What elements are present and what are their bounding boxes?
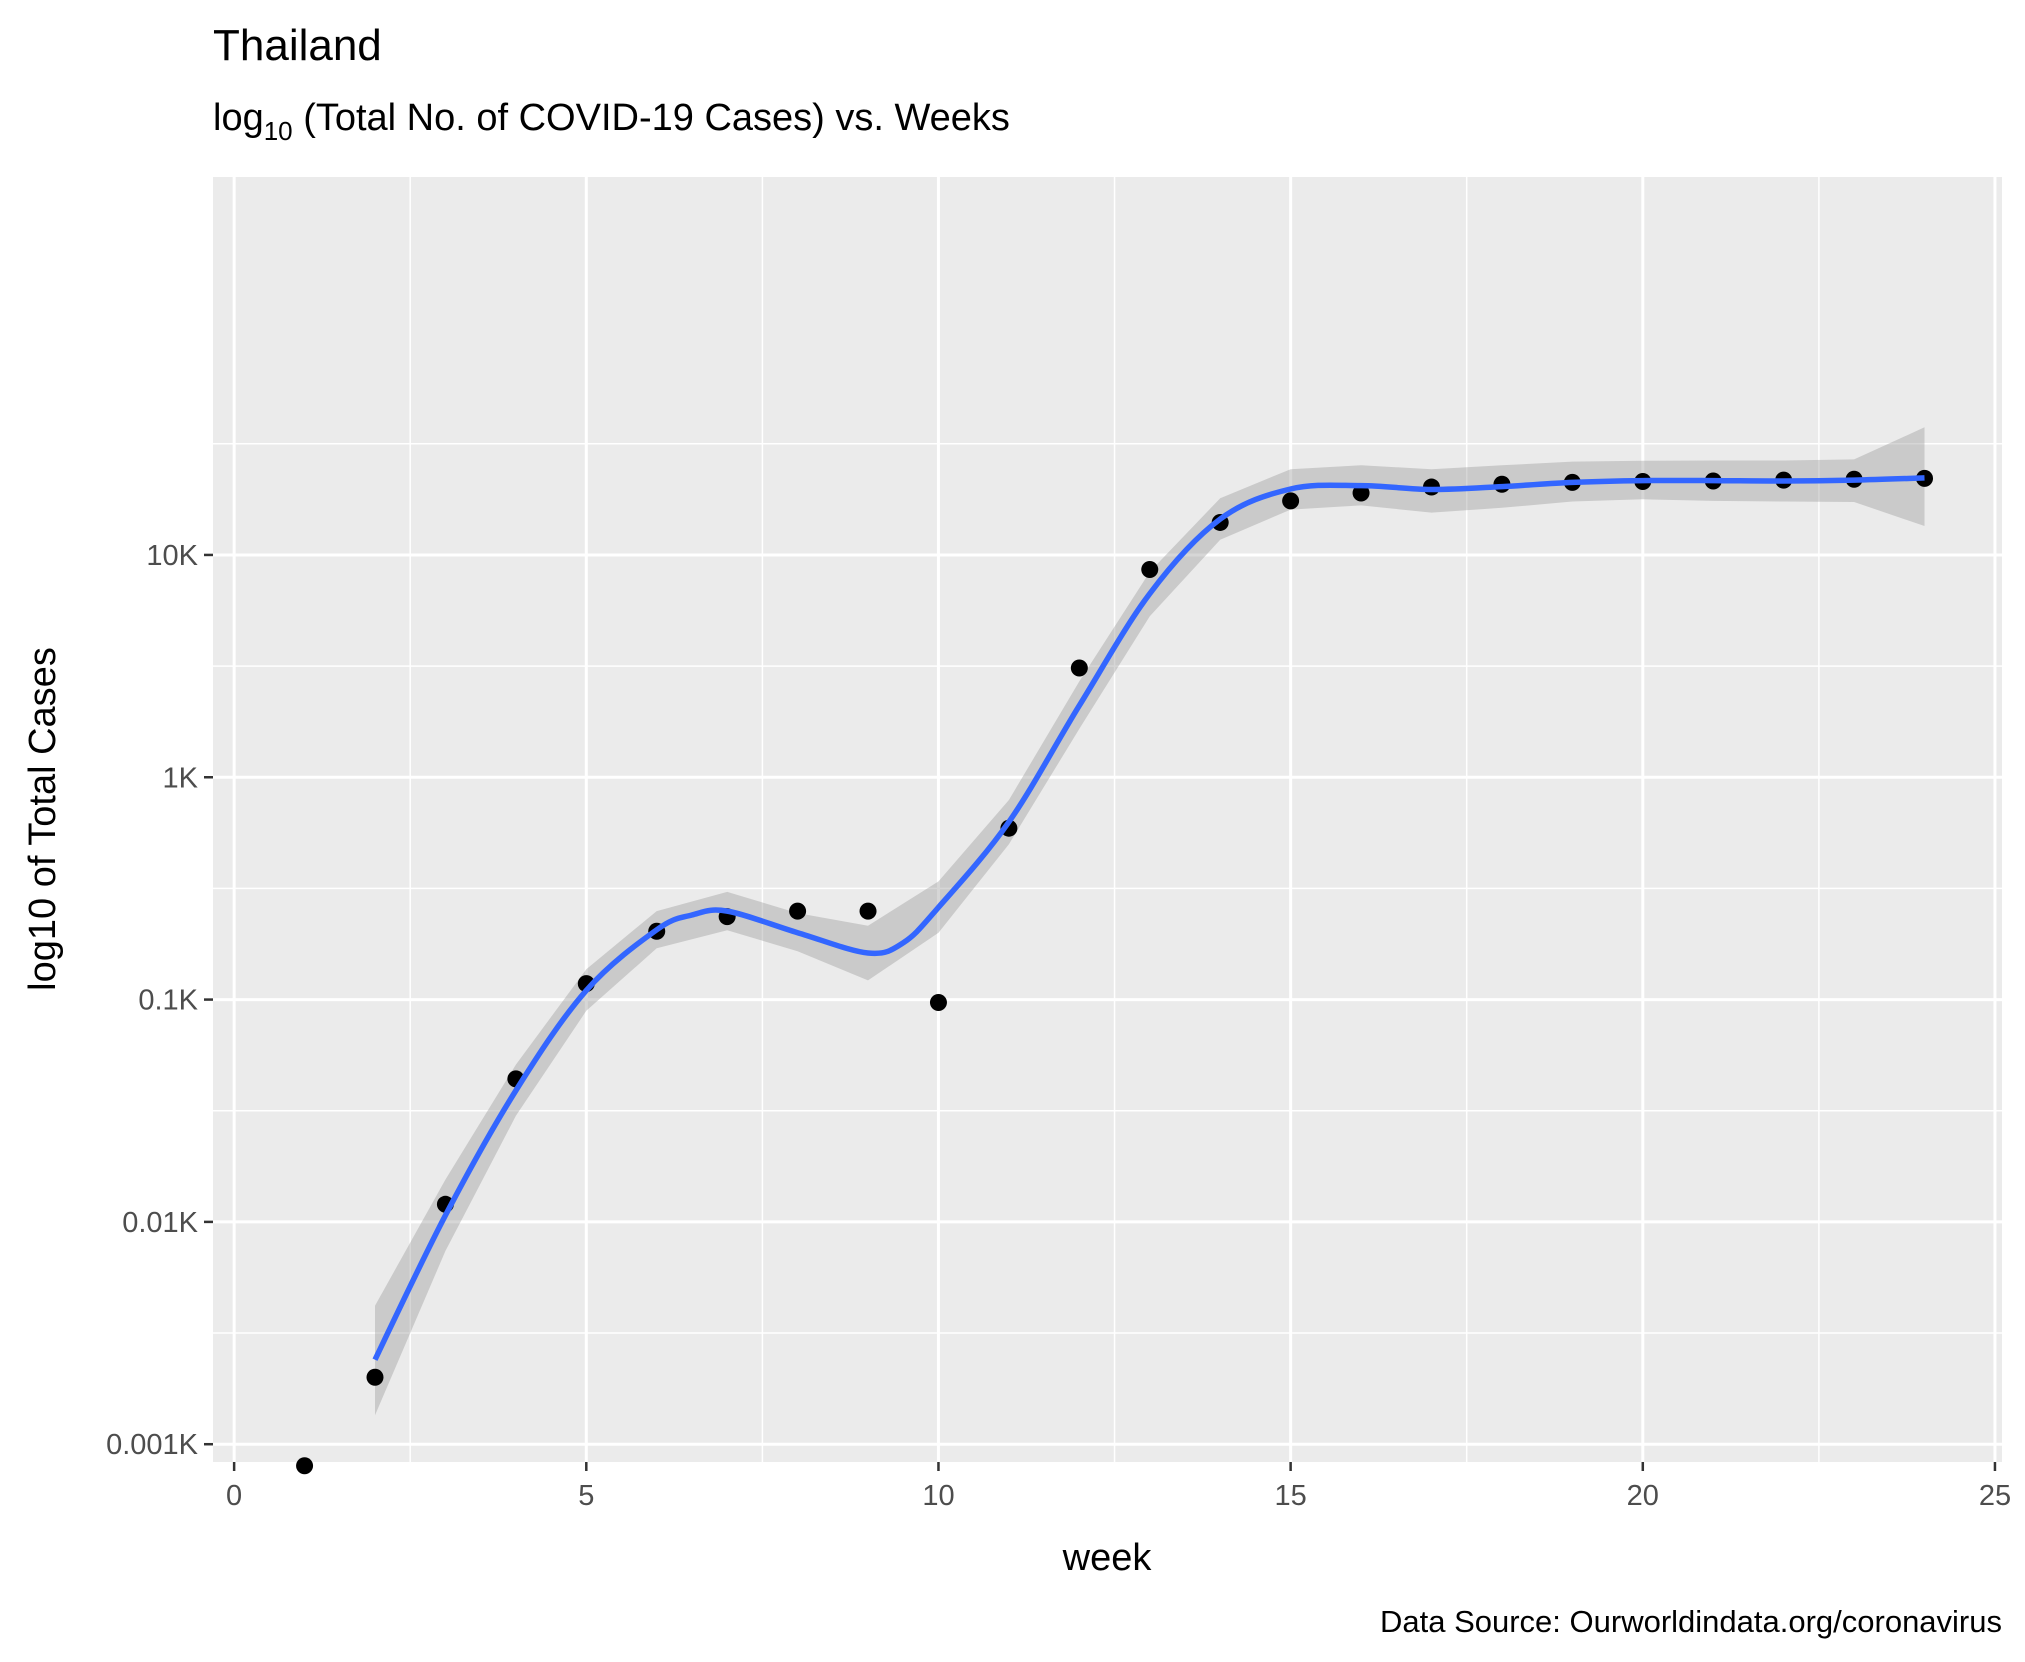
y-tick-label: 0.01K	[122, 1207, 198, 1239]
data-point	[1352, 484, 1370, 502]
x-tick-label: 0	[226, 1480, 242, 1512]
x-tick-label: 25	[1979, 1480, 2011, 1512]
y-axis-title: log10 of Total Cases	[22, 647, 64, 991]
smooth-line	[372, 475, 1925, 1361]
chart-subtitle: log10 (Total No. of COVID-19 Cases) vs. …	[213, 97, 1010, 146]
x-axis-title: week	[1062, 1537, 1153, 1579]
y-tick-label: 0.1K	[138, 985, 198, 1017]
grid-minor	[213, 177, 2002, 1462]
data-point	[366, 1368, 384, 1386]
x-tick-label: 20	[1627, 1480, 1659, 1512]
data-point	[1070, 659, 1088, 677]
y-tick-label: 1K	[163, 762, 199, 794]
subtitle-subscript: 10	[264, 116, 293, 146]
data-point	[859, 902, 877, 920]
data-point	[929, 994, 947, 1012]
x-tick-label: 10	[922, 1480, 954, 1512]
y-tick-label: 10K	[146, 540, 198, 572]
data-point	[1282, 492, 1300, 510]
data-point	[296, 1457, 314, 1475]
confidence-band	[375, 427, 1925, 1416]
subtitle-rest: (Total No. of COVID-19 Cases) vs. Weeks	[293, 97, 1010, 139]
chart-title: Thailand	[213, 21, 382, 70]
data-point	[789, 902, 807, 920]
plot-panel	[213, 177, 2002, 1462]
x-tick-label: 5	[578, 1480, 594, 1512]
y-tick-label: 0.001K	[106, 1429, 199, 1461]
x-tick-label: 15	[1274, 1480, 1306, 1512]
smooth-line-layer	[372, 475, 1925, 1361]
y-axis: 0.001K 0.01K 0.1K 1K 10K	[106, 540, 213, 1461]
subtitle-log-prefix: log	[213, 97, 264, 139]
x-axis: 0 5 10 15 20 25	[226, 1462, 2011, 1512]
data-point	[1916, 469, 1934, 487]
data-point	[1141, 561, 1159, 579]
data-source-caption: Data Source: Ourworldindata.org/coronavi…	[1380, 1604, 2002, 1639]
grid-major	[213, 177, 2002, 1462]
points-layer	[296, 469, 1934, 1475]
confidence-band-layer	[375, 427, 1925, 1416]
